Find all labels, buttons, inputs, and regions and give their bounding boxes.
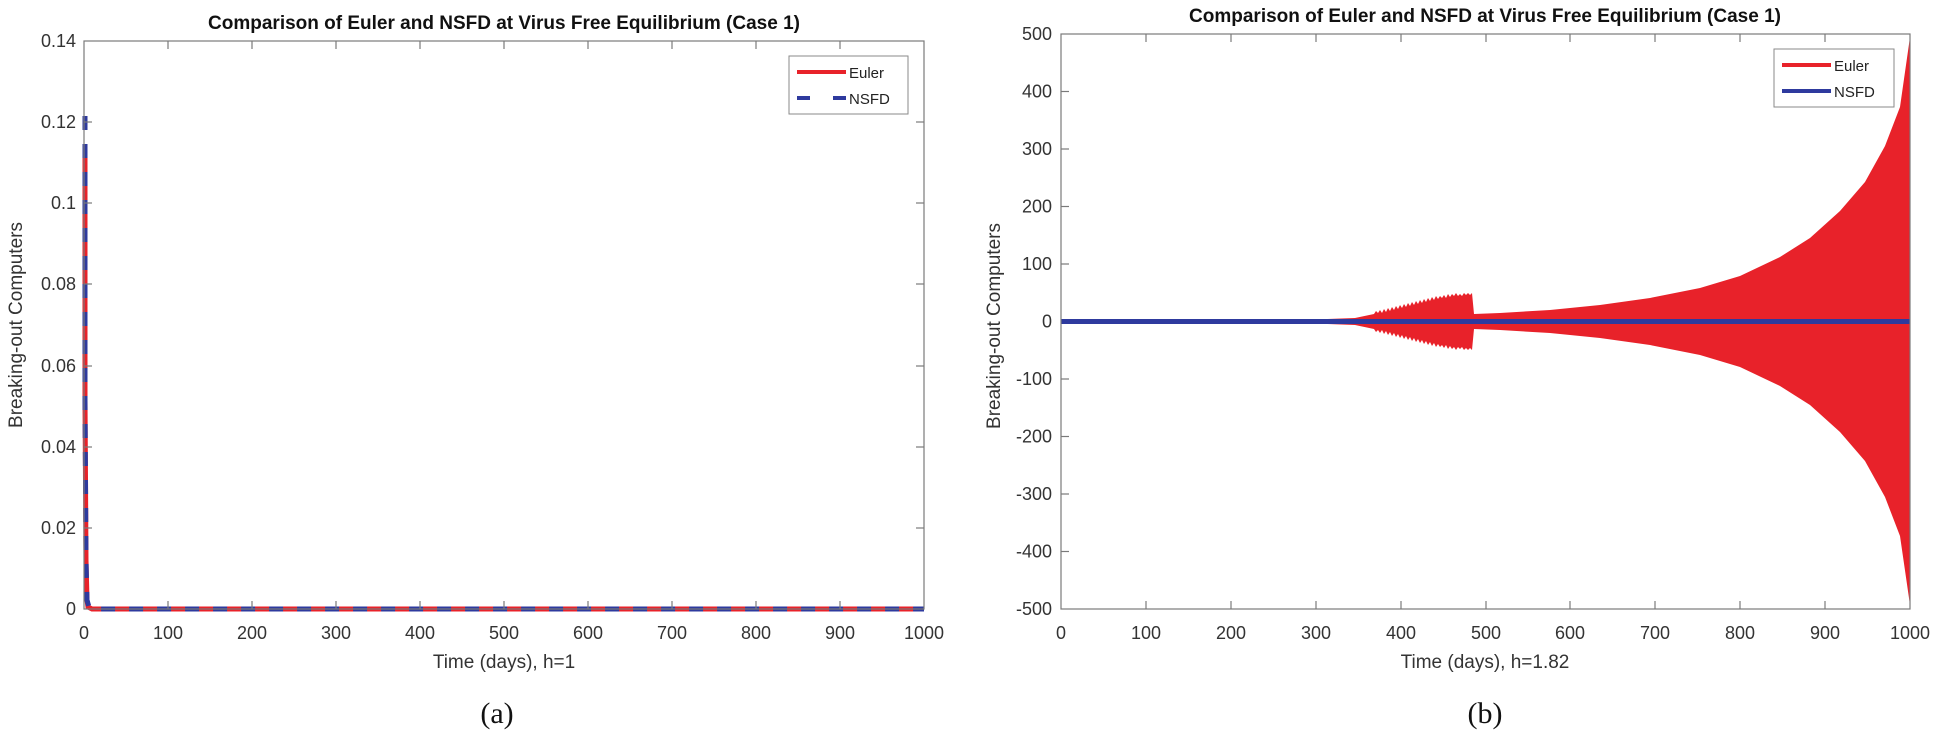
svg-text:0.08: 0.08 bbox=[41, 274, 76, 294]
svg-text:-100: -100 bbox=[1016, 369, 1052, 389]
y-axis-label-b: Breaking-out Computers bbox=[984, 223, 1005, 429]
ticks-b bbox=[1061, 34, 1826, 609]
svg-text:-400: -400 bbox=[1016, 542, 1052, 562]
svg-text:100: 100 bbox=[1131, 623, 1161, 643]
svg-text:200: 200 bbox=[1216, 623, 1246, 643]
x-tick-labels-b: 0 100 200 300 400 500 600 700 800 900 10… bbox=[1056, 623, 1930, 643]
legend-euler-label-a: Euler bbox=[849, 65, 884, 82]
svg-text:600: 600 bbox=[573, 623, 603, 643]
y-tick-labels-a: 0 0.02 0.04 0.06 0.08 0.1 0.12 0.14 bbox=[41, 31, 76, 619]
svg-text:300: 300 bbox=[1301, 623, 1331, 643]
x-ticks-a bbox=[84, 41, 924, 609]
chart-title-a: Comparison of Euler and NSFD at Virus Fr… bbox=[208, 13, 800, 34]
svg-text:400: 400 bbox=[1022, 82, 1052, 102]
svg-text:0.14: 0.14 bbox=[41, 31, 76, 51]
svg-text:100: 100 bbox=[153, 623, 183, 643]
svg-text:0.12: 0.12 bbox=[41, 112, 76, 132]
svg-text:1000: 1000 bbox=[1890, 623, 1930, 643]
svg-text:1000: 1000 bbox=[904, 623, 944, 643]
svg-text:800: 800 bbox=[741, 623, 771, 643]
x-axis-label-a: Time (days), h=1 bbox=[433, 652, 575, 673]
legend-euler-label-b: Euler bbox=[1834, 58, 1869, 75]
svg-text:-500: -500 bbox=[1016, 599, 1052, 619]
svg-text:600: 600 bbox=[1555, 623, 1585, 643]
chart-panel-a: Comparison of Euler and NSFD at Virus Fr… bbox=[6, 13, 944, 730]
svg-text:0: 0 bbox=[1042, 312, 1052, 332]
x-axis-label-b: Time (days), h=1.82 bbox=[1401, 652, 1570, 673]
svg-text:-200: -200 bbox=[1016, 427, 1052, 447]
caption-a: (a) bbox=[480, 697, 513, 730]
svg-text:500: 500 bbox=[1471, 623, 1501, 643]
svg-text:200: 200 bbox=[237, 623, 267, 643]
legend-b: Euler NSFD bbox=[1773, 48, 1895, 108]
svg-text:0: 0 bbox=[79, 623, 89, 643]
svg-text:400: 400 bbox=[405, 623, 435, 643]
svg-text:0.04: 0.04 bbox=[41, 437, 76, 457]
svg-text:0: 0 bbox=[66, 599, 76, 619]
svg-text:400: 400 bbox=[1386, 623, 1416, 643]
x-tick-labels-a: 0 100 200 300 400 500 600 700 800 900 10… bbox=[79, 623, 944, 643]
axes-box-a bbox=[83, 40, 925, 610]
legend-nsfd-label-a: NSFD bbox=[849, 91, 890, 108]
svg-text:200: 200 bbox=[1022, 197, 1052, 217]
series-nsfd-a bbox=[82, 116, 924, 612]
y-tick-labels-b: 500 400 300 200 100 0 -100 -200 -300 -40… bbox=[1016, 24, 1052, 619]
plot-area-b bbox=[1061, 37, 1910, 605]
plot-area-a bbox=[82, 116, 924, 612]
svg-text:100: 100 bbox=[1022, 254, 1052, 274]
svg-text:700: 700 bbox=[657, 623, 687, 643]
svg-text:900: 900 bbox=[825, 623, 855, 643]
svg-text:700: 700 bbox=[1640, 623, 1670, 643]
svg-text:300: 300 bbox=[321, 623, 351, 643]
svg-text:500: 500 bbox=[489, 623, 519, 643]
svg-text:300: 300 bbox=[1022, 139, 1052, 159]
svg-text:-300: -300 bbox=[1016, 484, 1052, 504]
chart-title-b: Comparison of Euler and NSFD at Virus Fr… bbox=[1189, 6, 1781, 27]
legend-nsfd-label-b: NSFD bbox=[1834, 84, 1875, 101]
y-axis-label-a: Breaking-out Computers bbox=[6, 222, 27, 428]
chart-panel-b: Comparison of Euler and NSFD at Virus Fr… bbox=[984, 6, 1930, 730]
svg-text:0.06: 0.06 bbox=[41, 356, 76, 376]
svg-text:0.1: 0.1 bbox=[51, 193, 76, 213]
svg-text:0: 0 bbox=[1056, 623, 1066, 643]
svg-text:0.02: 0.02 bbox=[41, 518, 76, 538]
legend-a: Euler NSFD bbox=[788, 55, 909, 115]
series-euler-a bbox=[82, 150, 924, 612]
caption-b: (b) bbox=[1468, 697, 1503, 730]
svg-text:800: 800 bbox=[1725, 623, 1755, 643]
svg-text:500: 500 bbox=[1022, 24, 1052, 44]
svg-text:900: 900 bbox=[1810, 623, 1840, 643]
